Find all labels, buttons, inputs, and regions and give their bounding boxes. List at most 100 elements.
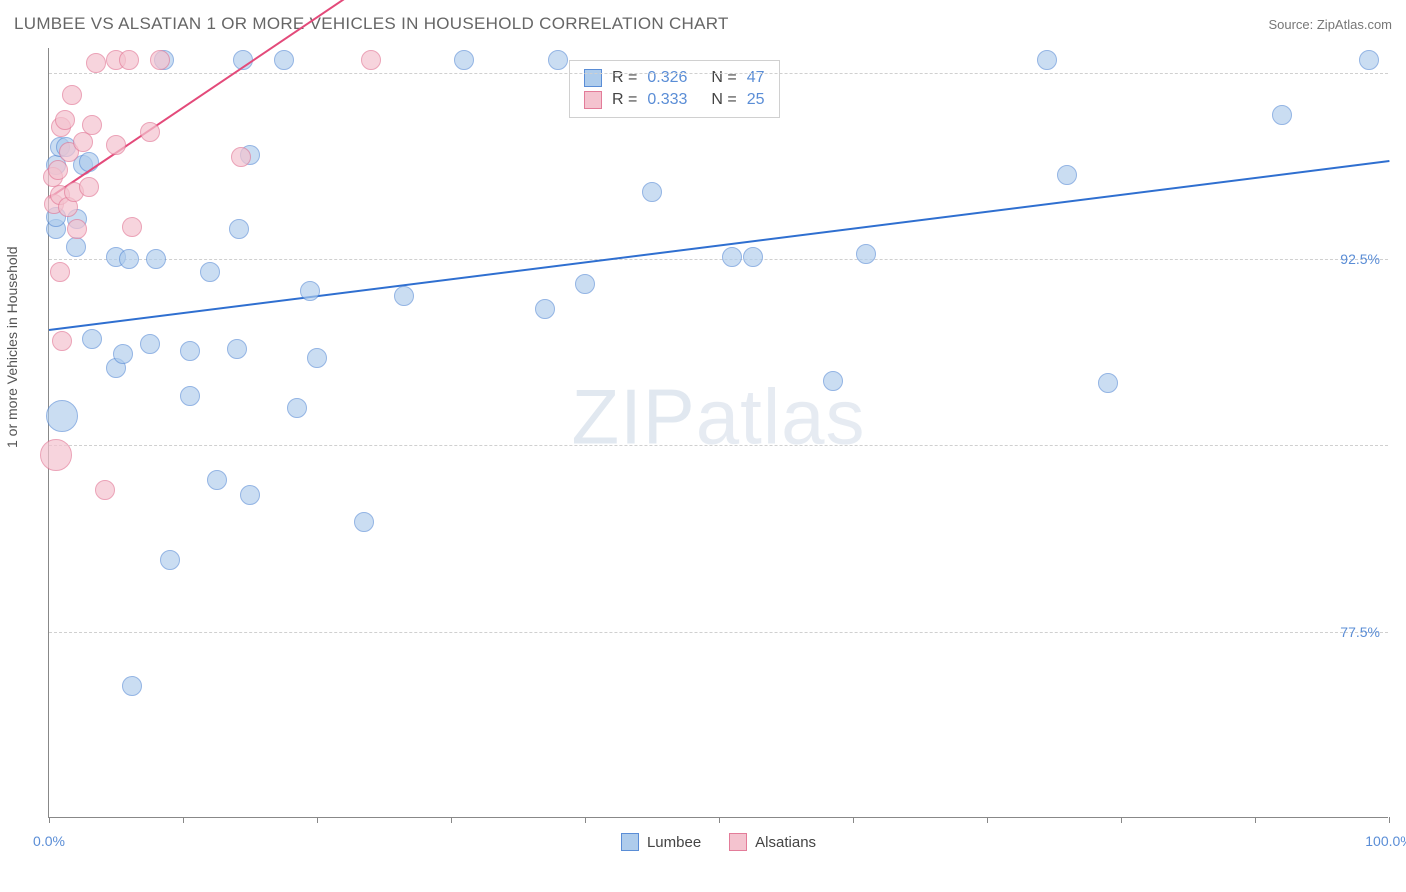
data-point xyxy=(113,344,133,364)
legend-n-label: N = xyxy=(711,69,736,87)
gridline xyxy=(49,445,1388,446)
x-tick xyxy=(719,817,720,823)
data-point xyxy=(180,386,200,406)
y-axis-label: 1 or more Vehicles in Household xyxy=(4,246,20,448)
watermark-heavy: ZIP xyxy=(571,373,695,461)
x-tick xyxy=(49,817,50,823)
data-point xyxy=(122,217,142,237)
data-point xyxy=(1272,105,1292,125)
x-tick-label: 0.0% xyxy=(33,833,65,849)
data-point xyxy=(50,262,70,282)
data-point xyxy=(823,371,843,391)
data-point xyxy=(67,219,87,239)
plot-area: ZIPatlas R = 0.326N = 47R = 0.333N = 25 … xyxy=(48,48,1388,818)
data-point xyxy=(66,237,86,257)
data-point xyxy=(95,480,115,500)
chart-title: LUMBEE VS ALSATIAN 1 OR MORE VEHICLES IN… xyxy=(14,14,729,34)
x-tick xyxy=(1389,817,1390,823)
data-point xyxy=(48,160,68,180)
legend-r-value: 0.326 xyxy=(647,69,687,87)
data-point xyxy=(642,182,662,202)
legend-n-value: 47 xyxy=(747,69,765,87)
legend-r-label: R = xyxy=(612,91,637,109)
data-point xyxy=(722,247,742,267)
data-point xyxy=(140,122,160,142)
data-point xyxy=(454,50,474,70)
x-tick xyxy=(853,817,854,823)
data-point xyxy=(1057,165,1077,185)
series-legend-item: Alsatians xyxy=(729,833,816,851)
data-point xyxy=(200,262,220,282)
legend-swatch xyxy=(584,91,602,109)
data-point xyxy=(287,398,307,418)
series-legend: Lumbee Alsatians xyxy=(49,833,1388,851)
data-point xyxy=(119,249,139,269)
data-point xyxy=(180,341,200,361)
data-point xyxy=(55,110,75,130)
data-point xyxy=(535,299,555,319)
data-point xyxy=(274,50,294,70)
data-point xyxy=(575,274,595,294)
data-point xyxy=(79,177,99,197)
legend-row: R = 0.326N = 47 xyxy=(584,67,765,89)
correlation-legend: R = 0.326 N = 47 R = 0.333 N = 25 xyxy=(569,60,780,118)
data-point xyxy=(207,470,227,490)
series-legend-label: Alsatians xyxy=(755,834,816,851)
gridline xyxy=(49,73,1388,74)
legend-swatch xyxy=(729,833,747,851)
watermark: ZIPatlas xyxy=(571,372,865,463)
data-point xyxy=(231,147,251,167)
data-point xyxy=(743,247,763,267)
data-point xyxy=(146,249,166,269)
data-point xyxy=(1037,50,1057,70)
data-point xyxy=(307,348,327,368)
data-point xyxy=(46,400,78,432)
data-point xyxy=(229,219,249,239)
data-point xyxy=(548,50,568,70)
trendline-lumbee xyxy=(49,160,1389,331)
legend-n-label: N = xyxy=(711,91,736,109)
data-point xyxy=(62,85,82,105)
data-point xyxy=(1098,373,1118,393)
data-point xyxy=(160,550,180,570)
x-tick-label: 100.0% xyxy=(1365,833,1406,849)
chart-header: LUMBEE VS ALSATIAN 1 OR MORE VEHICLES IN… xyxy=(14,14,1392,34)
x-tick xyxy=(987,817,988,823)
legend-n-value: 25 xyxy=(747,91,765,109)
data-point xyxy=(106,135,126,155)
x-tick xyxy=(1121,817,1122,823)
data-point xyxy=(240,485,260,505)
x-tick xyxy=(183,817,184,823)
x-tick xyxy=(585,817,586,823)
gridline xyxy=(49,259,1388,260)
data-point xyxy=(82,329,102,349)
series-legend-label: Lumbee xyxy=(647,834,701,851)
gridline xyxy=(49,632,1388,633)
data-point xyxy=(140,334,160,354)
data-point xyxy=(40,439,72,471)
data-point xyxy=(150,50,170,70)
series-legend-item: Lumbee xyxy=(621,833,701,851)
x-tick xyxy=(1255,817,1256,823)
x-tick xyxy=(317,817,318,823)
legend-r-value: 0.333 xyxy=(647,91,687,109)
data-point xyxy=(122,676,142,696)
data-point xyxy=(227,339,247,359)
x-tick xyxy=(451,817,452,823)
data-point xyxy=(119,50,139,70)
y-tick-label: 77.5% xyxy=(1340,624,1380,640)
legend-swatch xyxy=(621,833,639,851)
data-point xyxy=(354,512,374,532)
legend-row: R = 0.333 N = 25 xyxy=(584,89,765,111)
data-point xyxy=(73,132,93,152)
data-point xyxy=(82,115,102,135)
data-point xyxy=(394,286,414,306)
data-point xyxy=(361,50,381,70)
data-point xyxy=(86,53,106,73)
y-tick-label: 92.5% xyxy=(1340,251,1380,267)
legend-swatch xyxy=(584,69,602,87)
data-point xyxy=(300,281,320,301)
data-point xyxy=(1359,50,1379,70)
data-point xyxy=(52,331,72,351)
data-point xyxy=(856,244,876,264)
